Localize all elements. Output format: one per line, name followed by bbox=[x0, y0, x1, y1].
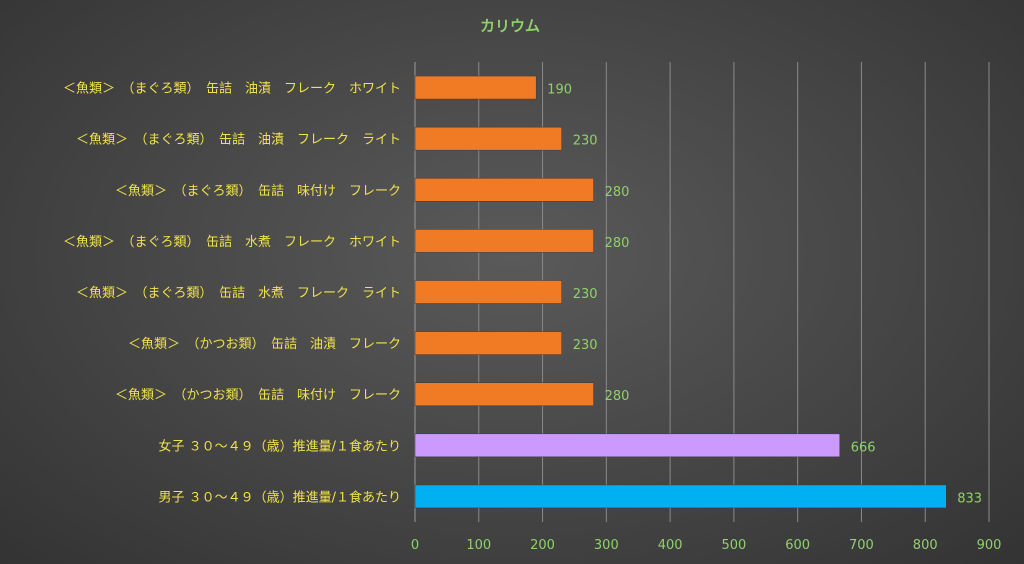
tick-label: 700 bbox=[849, 538, 874, 553]
bar bbox=[414, 280, 562, 304]
bars bbox=[414, 75, 947, 509]
tick-label: 400 bbox=[658, 538, 683, 553]
category-label: ＜魚類＞ （まぐろ類） 缶詰 水煮 フレーク ライト bbox=[76, 285, 401, 301]
category-label: 男子 ３０～４９（歳）推進量/１食あたり bbox=[158, 489, 401, 505]
category-labels: ＜魚類＞ （まぐろ類） 缶詰 油漬 フレーク ホワイト ＜魚類＞ （まぐろ類） 缶… bbox=[63, 81, 401, 506]
tick-labels: 0 100 200 300 400 500 600 700 800 900 bbox=[411, 538, 1002, 553]
data-label: 230 bbox=[573, 338, 598, 353]
data-label: 230 bbox=[573, 134, 598, 149]
tick-label: 800 bbox=[913, 538, 938, 553]
tick-label: 500 bbox=[721, 538, 746, 553]
bar bbox=[414, 382, 594, 406]
data-label: 833 bbox=[957, 491, 982, 506]
tick-label: 300 bbox=[594, 538, 619, 553]
category-label: 女子 ３０～４９（歳）推進量/１食あたり bbox=[158, 438, 401, 454]
category-label: ＜魚類＞ （かつお類） 缶詰 油漬 フレーク bbox=[128, 336, 401, 352]
category-label: ＜魚類＞ （まぐろ類） 缶詰 味付け フレーク bbox=[115, 183, 401, 199]
data-label: 280 bbox=[605, 389, 630, 404]
bar bbox=[414, 331, 562, 355]
bar bbox=[414, 75, 537, 100]
category-label: ＜魚類＞ （まぐろ類） 缶詰 水煮 フレーク ホワイト bbox=[63, 234, 401, 250]
category-label: ＜魚類＞ （まぐろ類） 缶詰 油漬 フレーク ライト bbox=[76, 132, 401, 148]
tick-label: 0 bbox=[411, 538, 419, 553]
tick-label: 200 bbox=[530, 538, 555, 553]
bar bbox=[414, 433, 841, 458]
chart-title: カリウム bbox=[480, 17, 540, 35]
tick-label: 900 bbox=[977, 538, 1002, 553]
data-labels: 190 230 280 280 230 230 280 666 833 bbox=[547, 83, 982, 507]
bar bbox=[414, 126, 562, 151]
data-label: 280 bbox=[605, 185, 630, 200]
bar bbox=[414, 229, 594, 253]
data-label: 666 bbox=[851, 440, 876, 455]
data-label: 280 bbox=[605, 236, 630, 251]
tick-label: 600 bbox=[785, 538, 810, 553]
category-label: ＜魚類＞ （かつお類） 缶詰 味付け フレーク bbox=[115, 387, 401, 403]
tick-label: 100 bbox=[466, 538, 491, 553]
data-label: 190 bbox=[547, 83, 572, 98]
category-label: ＜魚類＞ （まぐろ類） 缶詰 油漬 フレーク ホワイト bbox=[63, 81, 401, 97]
data-label: 230 bbox=[573, 287, 598, 302]
bar bbox=[414, 484, 947, 509]
bar bbox=[414, 178, 594, 202]
